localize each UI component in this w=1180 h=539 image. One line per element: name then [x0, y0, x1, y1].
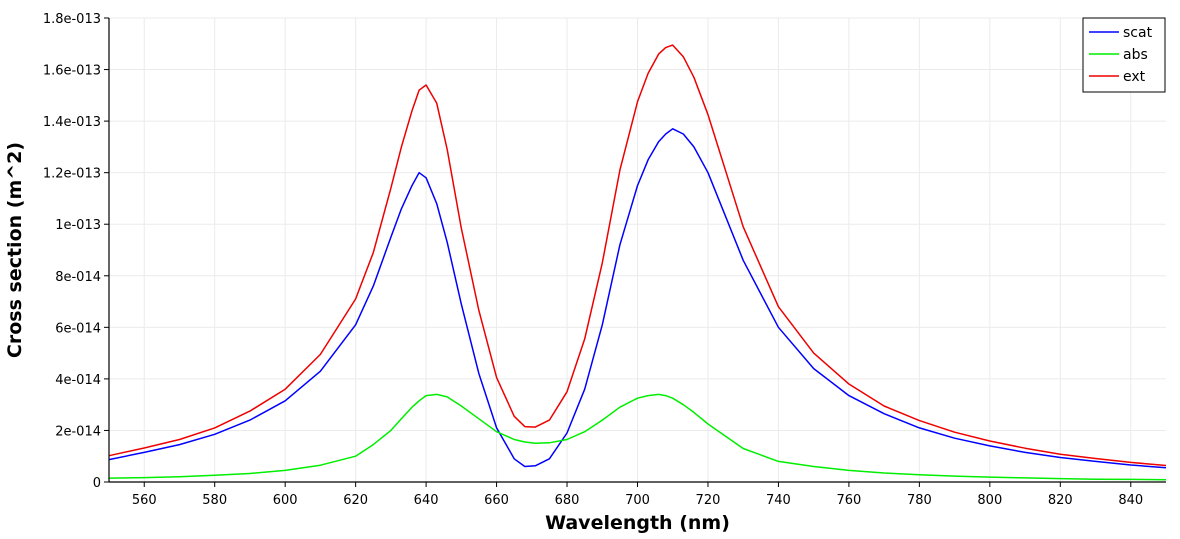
series-group [108, 44, 1167, 481]
x-tick-label: 700 [625, 493, 650, 508]
y-tick-label: 1.8e-013 [43, 12, 101, 27]
y-tick-label: 4e-014 [55, 373, 101, 388]
grid [109, 17, 1166, 482]
y-ticks: 0 2e-014 4e-014 6e-014 8e-014 1e-013 1.2e-013 1… [43, 12, 109, 491]
legend-label-abs: abs [1123, 47, 1148, 63]
y-tick-label: 1.4e-013 [43, 115, 101, 130]
legend-label-scat: scat [1123, 25, 1153, 41]
x-tick-label: 660 [484, 493, 509, 508]
x-tick-label: 640 [414, 493, 439, 508]
y-tick-label: 1.6e-013 [43, 64, 101, 79]
y-tick-label: 1e-013 [55, 218, 101, 233]
x-tick-label: 760 [836, 493, 861, 508]
y-tick-label: 8e-014 [55, 270, 101, 285]
y-tick-label: 6e-014 [55, 321, 101, 336]
legend: scat abs ext [1082, 17, 1166, 93]
x-tick-label: 560 [132, 493, 157, 508]
x-tick-label: 820 [1048, 493, 1073, 508]
x-tick-label: 620 [343, 493, 368, 508]
y-tick-label: 0 [93, 476, 101, 491]
series-line-scat [108, 128, 1167, 469]
x-tick-label: 840 [1118, 493, 1143, 508]
y-tick-label: 2e-014 [55, 424, 101, 439]
legend-label-ext: ext [1123, 69, 1146, 85]
legend-box [1082, 17, 1166, 93]
y-tick-label: 1.2e-013 [43, 167, 101, 182]
x-tick-label: 580 [202, 493, 227, 508]
x-axis-title: Wavelength (nm) [545, 512, 730, 534]
x-tick-label: 740 [766, 493, 791, 508]
x-ticks: 560 580 600 620 640 660 680 700 720 740 760 780 800 8… [132, 482, 1143, 508]
series-line-ext [108, 44, 1167, 467]
y-axis-title: Cross section (m^2) [4, 142, 26, 358]
x-tick-label: 680 [555, 493, 580, 508]
x-tick-label: 600 [273, 493, 298, 508]
x-tick-label: 720 [696, 493, 721, 508]
series-line-abs [108, 393, 1167, 481]
x-tick-label: 800 [977, 493, 1002, 508]
x-tick-label: 780 [907, 493, 932, 508]
